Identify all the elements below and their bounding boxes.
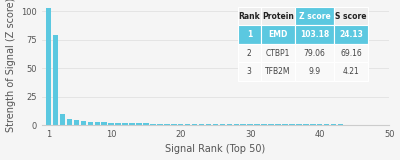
Bar: [178, 124, 184, 125]
Bar: [295, 62, 334, 81]
Text: TFB2M: TFB2M: [265, 67, 291, 76]
Bar: [102, 122, 107, 125]
Bar: [74, 120, 79, 125]
Bar: [268, 124, 274, 125]
Bar: [359, 124, 364, 125]
Bar: [192, 124, 197, 125]
Bar: [136, 123, 142, 125]
Bar: [46, 8, 52, 125]
Bar: [234, 124, 239, 125]
Bar: [206, 124, 211, 125]
Text: 69.16: 69.16: [340, 48, 362, 58]
Bar: [338, 124, 343, 125]
Bar: [238, 25, 261, 44]
Y-axis label: Strength of Signal (Z score): Strength of Signal (Z score): [6, 0, 16, 132]
Bar: [345, 124, 350, 125]
Bar: [94, 122, 100, 125]
Bar: [366, 124, 371, 125]
Bar: [261, 124, 267, 125]
Bar: [261, 44, 295, 62]
Text: 2: 2: [247, 48, 252, 58]
Bar: [310, 124, 316, 125]
Bar: [122, 123, 128, 125]
Text: Rank: Rank: [238, 12, 260, 20]
Text: 79.06: 79.06: [304, 48, 326, 58]
Bar: [185, 124, 190, 125]
Bar: [331, 124, 336, 125]
Text: 103.18: 103.18: [300, 30, 329, 39]
Text: CTBP1: CTBP1: [266, 48, 290, 58]
Bar: [220, 124, 225, 125]
Bar: [261, 62, 295, 81]
Bar: [226, 124, 232, 125]
Bar: [334, 44, 368, 62]
Bar: [295, 25, 334, 44]
Bar: [67, 119, 72, 125]
Bar: [88, 122, 93, 125]
Text: Z score: Z score: [299, 12, 330, 20]
Bar: [143, 123, 149, 125]
Bar: [352, 124, 357, 125]
Bar: [115, 123, 121, 125]
Bar: [334, 62, 368, 81]
Bar: [295, 44, 334, 62]
Bar: [108, 123, 114, 125]
Bar: [199, 124, 204, 125]
Bar: [81, 121, 86, 125]
Bar: [248, 124, 253, 125]
Bar: [238, 62, 261, 81]
Bar: [240, 124, 246, 125]
Bar: [238, 44, 261, 62]
Bar: [164, 124, 170, 125]
Bar: [296, 124, 302, 125]
Bar: [238, 7, 261, 25]
Bar: [303, 124, 308, 125]
Bar: [254, 124, 260, 125]
Bar: [129, 123, 135, 125]
Bar: [317, 124, 322, 125]
Text: EMD: EMD: [268, 30, 288, 39]
Bar: [60, 114, 65, 125]
Bar: [295, 7, 334, 25]
Text: 9.9: 9.9: [308, 67, 320, 76]
Text: 4.21: 4.21: [342, 67, 359, 76]
Bar: [334, 25, 368, 44]
Bar: [171, 124, 176, 125]
Text: 3: 3: [247, 67, 252, 76]
Bar: [261, 25, 295, 44]
Text: 1: 1: [247, 30, 252, 39]
Text: 24.13: 24.13: [339, 30, 363, 39]
Bar: [261, 7, 295, 25]
Bar: [150, 124, 156, 125]
Bar: [334, 7, 368, 25]
Bar: [289, 124, 295, 125]
Bar: [275, 124, 281, 125]
Bar: [324, 124, 330, 125]
X-axis label: Signal Rank (Top 50): Signal Rank (Top 50): [165, 144, 266, 154]
Bar: [53, 35, 58, 125]
Text: S score: S score: [335, 12, 367, 20]
Text: Protein: Protein: [262, 12, 294, 20]
Bar: [157, 124, 163, 125]
Bar: [213, 124, 218, 125]
Bar: [282, 124, 288, 125]
Bar: [372, 124, 378, 125]
